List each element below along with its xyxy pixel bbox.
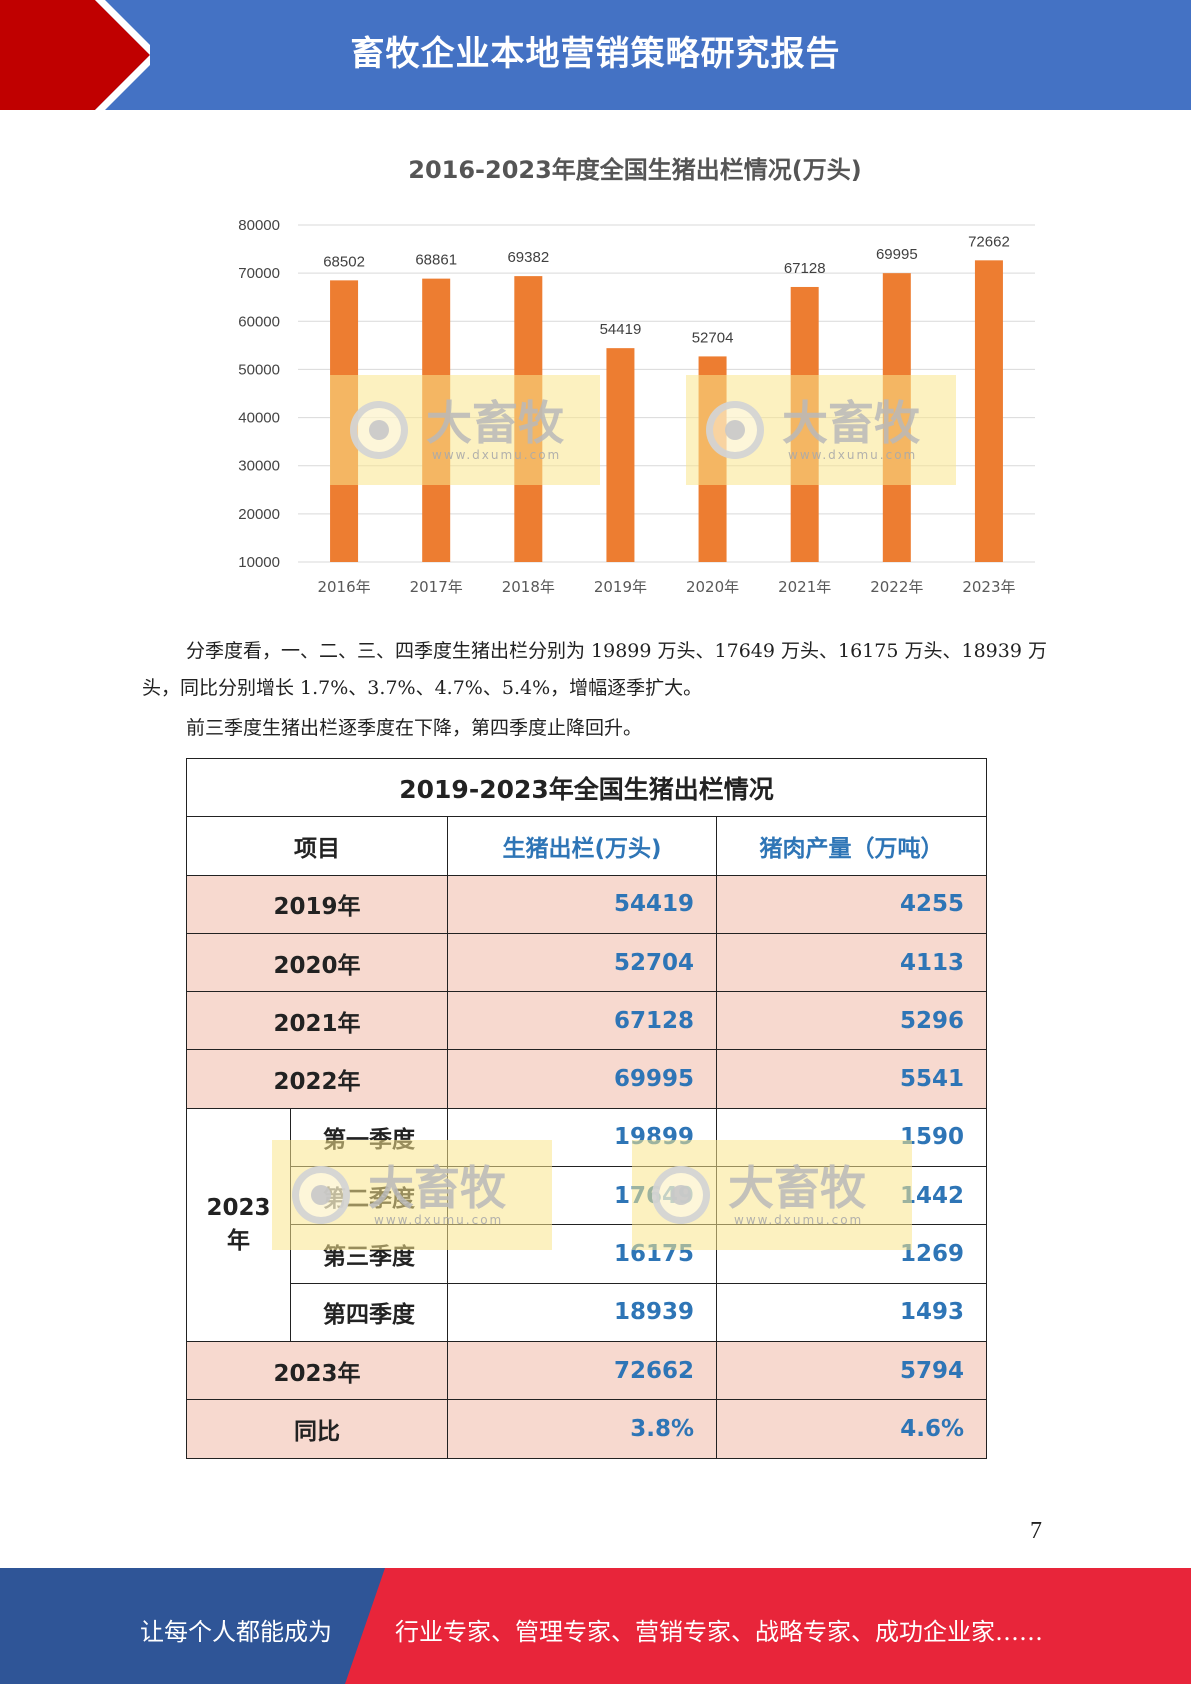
table-row: 2022年 69995 5541 [186, 1049, 988, 1109]
x-tick-label: 2019年 [594, 578, 647, 596]
table-row: 2019年 54419 4255 [186, 874, 988, 934]
chart-title: 2016-2023年度全国生猪出栏情况(万头) [408, 156, 862, 184]
cell-pigs: 3.8% [447, 1399, 717, 1459]
data-label: 69995 [876, 246, 918, 263]
table-title: 2019-2023年全国生猪出栏情况 [185, 757, 988, 818]
data-label: 52704 [692, 329, 734, 346]
cell-pork: 5541 [715, 1049, 988, 1109]
paragraph-quarterly: 分季度看，一、二、三、四季度生猪出栏分别为 19899 万头、17649 万头、… [142, 640, 1047, 699]
table-row: 2023年 第一季度 19899 1590 [186, 1107, 988, 1342]
table-row: 2021年 67128 5296 [186, 991, 988, 1051]
paragraph-trend: 前三季度生猪出栏逐季度在下降，第四季度止降回升。 [186, 717, 643, 739]
x-tick-label: 2022年 [870, 578, 923, 596]
y-tick-label: 60000 [238, 313, 280, 330]
cell-pork: 4113 [715, 932, 988, 993]
cell-pork: 5296 [715, 991, 988, 1051]
page-number: 7 [1030, 1518, 1042, 1544]
table-header-row: 项目 生猪出栏(万头) 猪肉产量（万吨） [186, 816, 988, 876]
row-label: 2019年 [186, 874, 448, 934]
footer-banner [0, 1568, 1191, 1684]
x-tick-label: 2018年 [502, 578, 555, 596]
cell-pork: 1442 [715, 1166, 988, 1226]
table-row: 2023年 72662 5794 [186, 1340, 988, 1401]
hog-output-chart: 2016-2023年度全国生猪出栏情况(万头) 80000 70000 60000 5… [220, 150, 1050, 610]
row-label: 2020年 [186, 932, 448, 993]
cell-pork: 1269 [715, 1224, 988, 1284]
cell-pigs: 16175 [447, 1224, 717, 1284]
data-label: 67128 [784, 260, 826, 277]
table-row: 同比 3.8% 4.6% [186, 1399, 988, 1459]
header-item: 项目 [186, 816, 448, 876]
table-row: 第三季度 16175 1269 [187, 1224, 988, 1284]
x-tick-label: 2020年 [686, 578, 739, 596]
footer-slogan-left: 让每个人都能成为 [140, 1618, 332, 1646]
row-label: 2021年 [186, 991, 448, 1051]
header-banner: 畜牧企业本地营销策略研究报告 [0, 0, 1191, 110]
x-tick-label: 2016年 [317, 578, 370, 596]
bar [698, 356, 727, 562]
chart-canvas: 80000 70000 60000 50000 40000 30000 20000 10000… [238, 217, 1035, 596]
cell-pigs: 69995 [447, 1049, 717, 1109]
row-label: 2023年 [186, 1340, 448, 1401]
cell-pork: 1590 [715, 1107, 988, 1168]
cell-pigs: 19899 [447, 1107, 717, 1168]
data-label: 68502 [323, 253, 365, 270]
row-label: 2022年 [186, 1049, 448, 1109]
bar [330, 280, 359, 562]
y-tick-label: 20000 [238, 506, 280, 523]
y-tick-label: 40000 [238, 410, 280, 427]
row-label: 同比 [186, 1399, 448, 1459]
x-tick-label: 2017年 [410, 578, 463, 596]
cell-pigs: 67128 [447, 991, 717, 1051]
row-label: 第四季度 [290, 1282, 448, 1342]
hog-output-table: 2019-2023年全国生猪出栏情况 项目 生猪出栏(万头) 猪肉产量（万吨） … [185, 757, 988, 1472]
y-tick-label: 50000 [238, 361, 280, 378]
table-row: 第四季度 18939 1493 [187, 1282, 988, 1342]
x-tick-label: 2023年 [962, 578, 1015, 596]
bar [974, 260, 1003, 562]
row-label: 第三季度 [290, 1224, 448, 1284]
table-row: 2020年 52704 4113 [186, 932, 988, 993]
bar [882, 273, 911, 562]
y-tick-label: 30000 [238, 458, 280, 475]
page-header-title: 畜牧企业本地营销策略研究报告 [350, 34, 841, 74]
cell-pigs: 72662 [447, 1340, 717, 1401]
data-label: 54419 [600, 321, 642, 338]
quarter-year-label: 2023年 [186, 1107, 291, 1342]
header-red-chevron [0, 0, 150, 110]
cell-pigs: 17649 [447, 1166, 717, 1226]
y-tick-label: 10000 [238, 554, 280, 571]
data-label: 72662 [968, 233, 1010, 250]
table-title-row: 2019-2023年全国生猪出栏情况 [185, 757, 988, 818]
cell-pigs: 54419 [447, 874, 717, 934]
data-label: 69382 [507, 249, 549, 266]
row-label: 第一季度 [290, 1107, 448, 1168]
table-row: 第二季度 17649 1442 [187, 1166, 988, 1226]
cell-pigs: 52704 [447, 932, 717, 993]
cell-pork: 4255 [715, 874, 988, 934]
y-tick-label: 80000 [238, 217, 280, 234]
data-label: 68861 [415, 252, 457, 269]
cell-pigs: 18939 [447, 1282, 717, 1342]
cell-pork: 5794 [715, 1340, 988, 1401]
footer-slogan-right: 行业专家、管理专家、营销专家、战略专家、成功企业家…… [395, 1618, 1043, 1646]
bar [422, 278, 451, 562]
cell-pork: 1493 [715, 1282, 988, 1342]
header-pork-production: 猪肉产量（万吨） [715, 816, 988, 876]
x-tick-label: 2021年 [778, 578, 831, 596]
bar [790, 286, 819, 562]
cell-pork: 4.6% [715, 1399, 988, 1459]
y-tick-label: 70000 [238, 265, 280, 282]
bar [514, 276, 543, 562]
header-pig-output: 生猪出栏(万头) [447, 816, 717, 876]
data-table: 2019-2023年全国生猪出栏情况 项目 生猪出栏(万头) 猪肉产量（万吨） … [185, 757, 988, 1459]
bar [606, 348, 635, 562]
row-label: 第二季度 [290, 1166, 448, 1226]
